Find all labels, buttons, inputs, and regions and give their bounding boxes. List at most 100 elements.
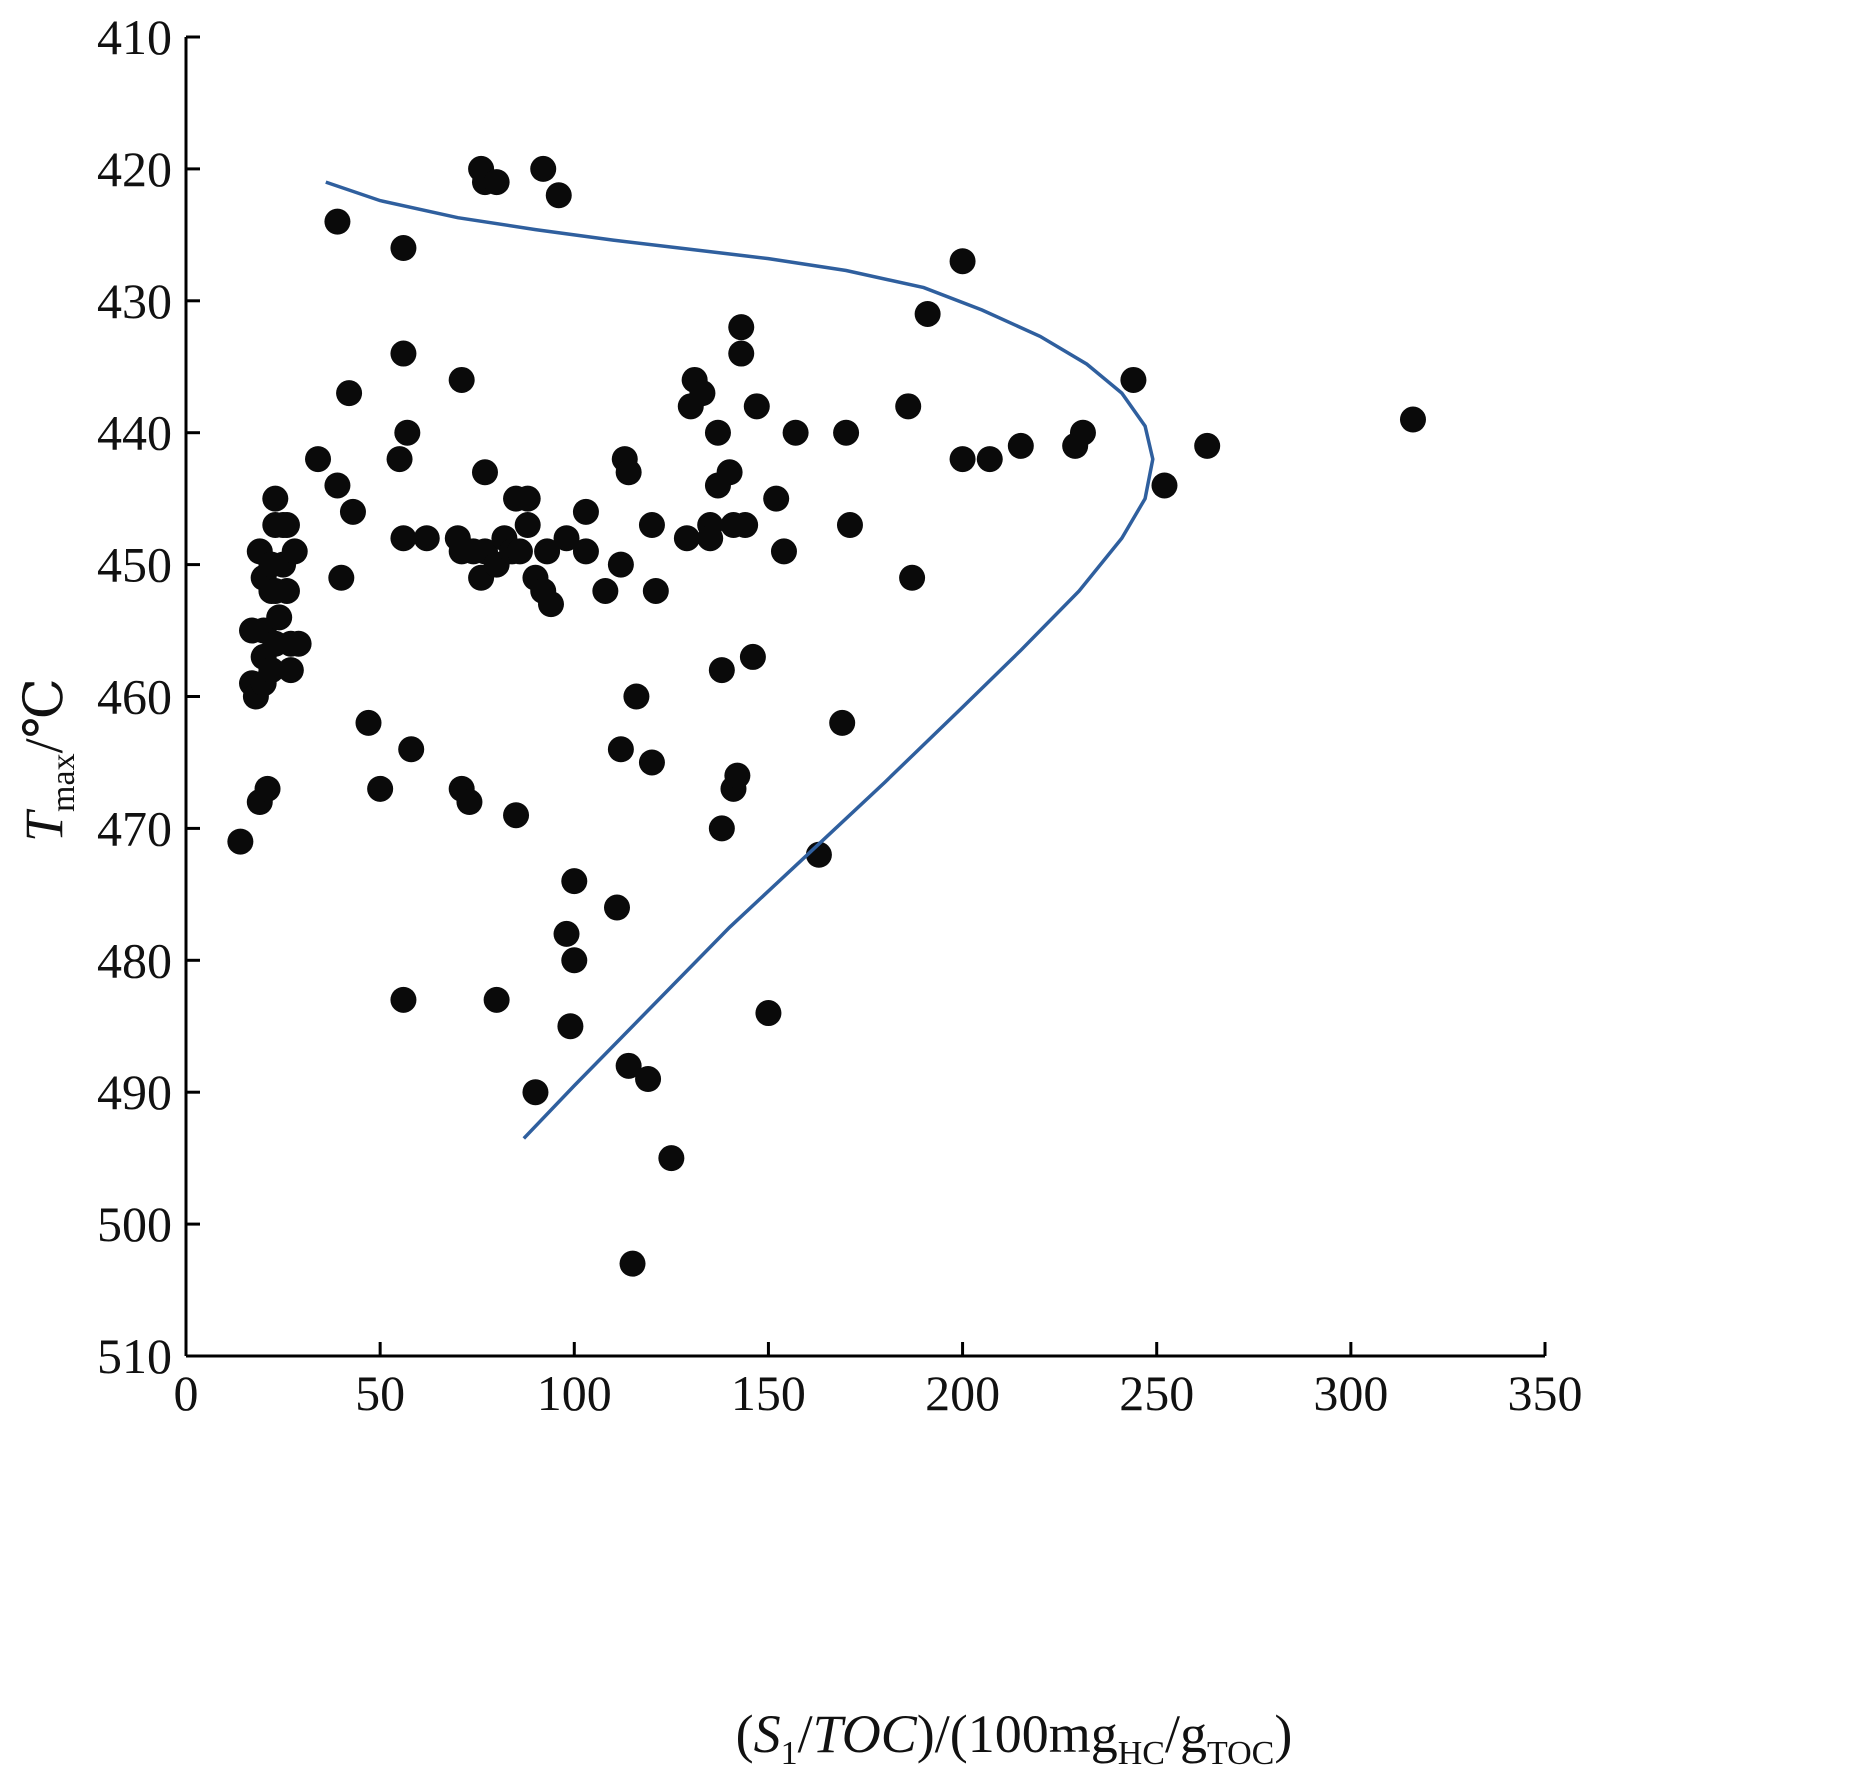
- data-point: [1399, 406, 1426, 433]
- data-point: [615, 1052, 642, 1079]
- data-point: [262, 485, 289, 512]
- svg-text:Tmax/℃: Tmax/℃: [14, 678, 82, 842]
- data-point: [949, 248, 976, 275]
- data-point: [949, 446, 976, 473]
- data-point: [728, 340, 755, 367]
- data-point: [336, 380, 363, 407]
- data-point: [254, 775, 281, 802]
- x-tick-label: 350: [1508, 1365, 1583, 1421]
- data-point: [728, 314, 755, 341]
- x-label-s: S: [754, 1704, 781, 1764]
- y-tick-label: 490: [97, 1064, 172, 1120]
- data-point: [603, 894, 630, 921]
- data-point: [386, 446, 413, 473]
- data-point: [770, 538, 797, 565]
- y-tick-label: 410: [97, 9, 172, 65]
- data-point: [732, 512, 759, 539]
- data-point: [394, 419, 421, 446]
- data-point: [390, 235, 417, 262]
- data-point: [755, 1000, 782, 1027]
- data-point: [390, 340, 417, 367]
- data-point: [503, 802, 530, 829]
- data-point: [328, 564, 355, 591]
- data-point: [615, 459, 642, 486]
- data-point: [545, 182, 572, 209]
- data-point: [739, 643, 766, 670]
- data-point: [553, 920, 580, 947]
- data-point: [530, 155, 557, 182]
- x-tick-label: 200: [925, 1365, 1000, 1421]
- data-point: [623, 683, 650, 710]
- y-label-t: T: [14, 808, 74, 842]
- data-point: [607, 551, 634, 578]
- data-point: [456, 789, 483, 816]
- data-point: [537, 591, 564, 618]
- y-label-sub: max: [45, 753, 82, 812]
- x-label-sub-hc: HC: [1118, 1735, 1165, 1772]
- x-label-sub-toc: TOC: [1207, 1735, 1274, 1772]
- data-point: [1151, 472, 1178, 499]
- x-label-post: )/(100mg: [917, 1704, 1118, 1764]
- data-point: [398, 736, 425, 763]
- data-point: [704, 419, 731, 446]
- data-point: [390, 986, 417, 1013]
- x-tick-label: 0: [174, 1365, 199, 1421]
- data-point: [339, 498, 366, 525]
- x-tick-label: 250: [1119, 1365, 1194, 1421]
- y-tick-label: 420: [97, 141, 172, 197]
- data-point: [607, 736, 634, 763]
- data-point: [829, 709, 856, 736]
- data-point: [658, 1145, 685, 1172]
- data-point: [763, 485, 790, 512]
- data-point: [561, 947, 588, 974]
- data-point: [273, 512, 300, 539]
- trend-curve: [325, 180, 1155, 1140]
- data-point: [483, 986, 510, 1013]
- data-point: [557, 1013, 584, 1040]
- data-point: [708, 657, 735, 684]
- data-point: [1120, 366, 1147, 393]
- y-tick-label: 510: [97, 1328, 172, 1384]
- data-point: [227, 828, 254, 855]
- data-point: [413, 525, 440, 552]
- data-point: [285, 630, 312, 657]
- data-point: [471, 459, 498, 486]
- data-point: [572, 538, 599, 565]
- data-point: [561, 868, 588, 895]
- data-point: [367, 775, 394, 802]
- x-axis-label: (S1/TOC)/(100mgHC/gTOC): [736, 1704, 1293, 1772]
- data-point: [355, 709, 382, 736]
- data-point: [716, 459, 743, 486]
- data-point: [266, 604, 293, 631]
- y-tick-label: 450: [97, 537, 172, 593]
- data-point: [638, 512, 665, 539]
- data-point: [522, 1079, 549, 1106]
- data-point: [305, 446, 332, 473]
- data-point: [1007, 432, 1034, 459]
- data-point: [689, 380, 716, 407]
- x-label-end: ): [1274, 1704, 1292, 1764]
- data-point: [258, 657, 285, 684]
- data-point: [324, 208, 351, 235]
- svg-text:(S1/TOC)/(100mgHC/gTOC): (S1/TOC)/(100mgHC/gTOC): [736, 1704, 1293, 1772]
- x-tick-label: 100: [537, 1365, 612, 1421]
- x-label-slash: /g: [1165, 1704, 1207, 1764]
- data-point: [1069, 419, 1096, 446]
- data-point: [836, 512, 863, 539]
- data-point: [572, 498, 599, 525]
- y-tick-label: 500: [97, 1196, 172, 1252]
- data-point: [642, 577, 669, 604]
- x-label-mid: /: [798, 1704, 813, 1764]
- data-point: [895, 393, 922, 420]
- data-point: [782, 419, 809, 446]
- data-point: [708, 815, 735, 842]
- data-point: [514, 485, 541, 512]
- y-axis-label: Tmax/℃: [14, 678, 82, 842]
- y-tick-label: 430: [97, 273, 172, 329]
- data-point: [619, 1250, 646, 1277]
- y-tick-label: 480: [97, 932, 172, 988]
- data-point: [281, 538, 308, 565]
